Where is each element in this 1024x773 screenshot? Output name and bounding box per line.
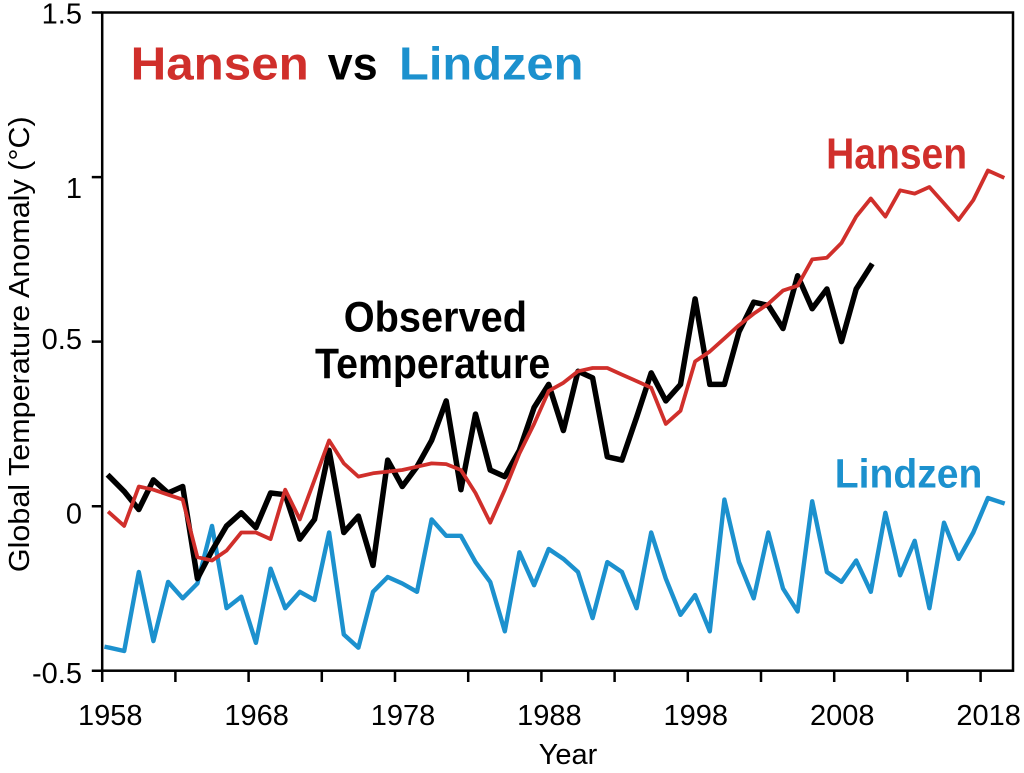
- svg-text:1978: 1978: [371, 700, 436, 732]
- svg-text:1.5: 1.5: [42, 0, 82, 30]
- svg-text:1: 1: [66, 173, 82, 205]
- svg-text:0.5: 0.5: [42, 324, 82, 356]
- svg-text:Observed: Observed: [344, 294, 527, 342]
- svg-text:Hansen: Hansen: [131, 37, 309, 89]
- svg-text:1998: 1998: [664, 700, 729, 732]
- svg-text:Hansen: Hansen: [826, 130, 967, 179]
- svg-text:1968: 1968: [224, 700, 289, 732]
- svg-text:1958: 1958: [78, 700, 143, 732]
- svg-text:Year: Year: [539, 739, 598, 768]
- svg-text:Lindzen: Lindzen: [835, 450, 983, 496]
- svg-text:0: 0: [66, 499, 82, 531]
- svg-text:1988: 1988: [517, 700, 582, 732]
- svg-text:2018: 2018: [956, 700, 1021, 732]
- svg-text:2008: 2008: [810, 700, 875, 732]
- svg-text:Lindzen: Lindzen: [399, 37, 583, 89]
- svg-text:-0.5: -0.5: [32, 658, 82, 690]
- svg-text:Temperature: Temperature: [315, 340, 550, 388]
- svg-text:Global Temperature Anomaly (°C: Global Temperature Anomaly (°C): [4, 116, 36, 572]
- svg-text:vs: vs: [328, 37, 378, 89]
